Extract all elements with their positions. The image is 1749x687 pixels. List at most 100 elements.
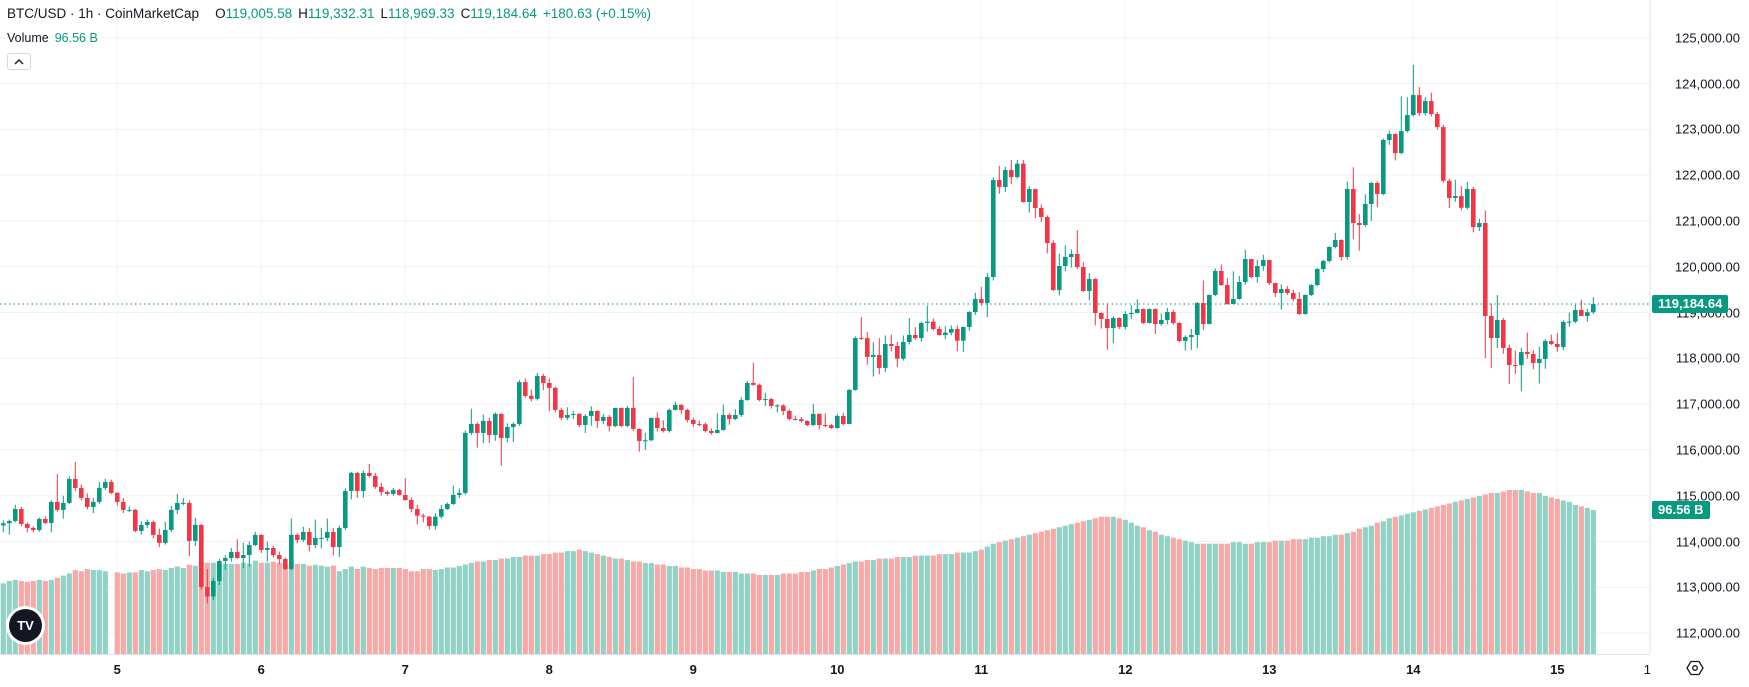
candle-body[interactable] xyxy=(931,321,936,329)
candle-body[interactable] xyxy=(1417,95,1422,114)
candle-body[interactable] xyxy=(247,545,252,556)
candle-body[interactable] xyxy=(271,548,276,556)
candle-body[interactable] xyxy=(733,414,738,419)
candle-body[interactable] xyxy=(1021,163,1026,203)
candle-body[interactable] xyxy=(913,334,918,339)
candle-body[interactable] xyxy=(1555,343,1560,347)
candle-body[interactable] xyxy=(787,410,792,419)
candle-body[interactable] xyxy=(1249,259,1254,278)
candle-body[interactable] xyxy=(163,529,168,543)
candle-body[interactable] xyxy=(151,521,156,535)
candle-body[interactable] xyxy=(193,524,198,541)
candle-body[interactable] xyxy=(289,534,294,569)
candle-body[interactable] xyxy=(1315,268,1320,286)
candle-body[interactable] xyxy=(457,492,462,495)
candle-body[interactable] xyxy=(1087,278,1092,291)
candle-body[interactable] xyxy=(49,501,54,523)
candle-body[interactable] xyxy=(451,494,456,504)
candle-body[interactable] xyxy=(685,409,690,420)
candle-body[interactable] xyxy=(523,382,528,396)
candle-body[interactable] xyxy=(679,405,684,410)
candle-body[interactable] xyxy=(991,180,996,278)
candle-body[interactable] xyxy=(1471,189,1476,228)
candle-body[interactable] xyxy=(259,534,264,550)
candle-body[interactable] xyxy=(1351,189,1356,224)
candle-body[interactable] xyxy=(25,523,30,528)
candle-body[interactable] xyxy=(559,409,564,418)
candle-body[interactable] xyxy=(1111,317,1116,328)
candle-body[interactable] xyxy=(217,561,222,582)
candle-body[interactable] xyxy=(73,478,78,488)
candle-body[interactable] xyxy=(853,338,858,390)
candle-body[interactable] xyxy=(97,487,102,502)
candle-body[interactable] xyxy=(1003,170,1008,188)
candle-body[interactable] xyxy=(1285,289,1290,293)
candle-body[interactable] xyxy=(409,500,414,509)
candle-body[interactable] xyxy=(547,382,552,388)
candle-body[interactable] xyxy=(253,534,258,546)
candle-body[interactable] xyxy=(199,524,204,588)
settings-icon[interactable] xyxy=(1686,659,1704,677)
candle-body[interactable] xyxy=(1153,309,1158,324)
candle-body[interactable] xyxy=(43,518,48,523)
candle-body[interactable] xyxy=(1459,196,1464,208)
candle-body[interactable] xyxy=(241,555,246,558)
candle-body[interactable] xyxy=(973,298,978,312)
candle-body[interactable] xyxy=(1177,322,1182,341)
candle-body[interactable] xyxy=(139,524,144,531)
candle-body[interactable] xyxy=(1399,131,1404,154)
candle-body[interactable] xyxy=(1075,254,1080,268)
candle-body[interactable] xyxy=(469,423,474,433)
candle-body[interactable] xyxy=(625,407,630,426)
candle-body[interactable] xyxy=(265,548,270,550)
candle-body[interactable] xyxy=(1243,259,1248,282)
candle-body[interactable] xyxy=(637,428,642,441)
candle-body[interactable] xyxy=(1,523,6,526)
candle-body[interactable] xyxy=(319,537,324,539)
candle-body[interactable] xyxy=(349,472,354,491)
candle-body[interactable] xyxy=(439,508,444,517)
candle-body[interactable] xyxy=(7,520,12,524)
candle-body[interactable] xyxy=(1069,254,1074,257)
candle-body[interactable] xyxy=(1207,295,1212,324)
candle-body[interactable] xyxy=(871,354,876,357)
candle-body[interactable] xyxy=(361,472,366,491)
candle-body[interactable] xyxy=(1015,163,1020,178)
candle-body[interactable] xyxy=(1135,309,1140,313)
candle-body[interactable] xyxy=(817,413,822,425)
candle-body[interactable] xyxy=(727,414,732,419)
candle-body[interactable] xyxy=(1291,292,1296,299)
candle-body[interactable] xyxy=(67,478,72,503)
candle-body[interactable] xyxy=(949,328,954,333)
candle-body[interactable] xyxy=(223,557,228,562)
candle-body[interactable] xyxy=(823,424,828,426)
candle-body[interactable] xyxy=(373,475,378,487)
candle-body[interactable] xyxy=(955,328,960,341)
candle-body[interactable] xyxy=(1447,180,1452,198)
candle-body[interactable] xyxy=(475,423,480,433)
candle-body[interactable] xyxy=(397,489,402,495)
candle-body[interactable] xyxy=(1051,243,1056,291)
candle-body[interactable] xyxy=(835,415,840,429)
candle-body[interactable] xyxy=(355,472,360,491)
candle-body[interactable] xyxy=(721,414,726,430)
candle-body[interactable] xyxy=(385,491,390,494)
candle-body[interactable] xyxy=(1465,189,1470,208)
candle-body[interactable] xyxy=(925,321,930,323)
candle-body[interactable] xyxy=(829,425,834,429)
candle-body[interactable] xyxy=(175,502,180,510)
candle-body[interactable] xyxy=(421,515,426,517)
candle-body[interactable] xyxy=(1429,101,1434,115)
candle-body[interactable] xyxy=(379,486,384,492)
candle-body[interactable] xyxy=(883,343,888,368)
candle-body[interactable] xyxy=(1339,239,1344,257)
candle-body[interactable] xyxy=(463,432,468,493)
candle-body[interactable] xyxy=(583,415,588,425)
candle-body[interactable] xyxy=(595,410,600,421)
candle-body[interactable] xyxy=(1117,317,1122,327)
symbol-title[interactable]: BTC/USD · 1h · CoinMarketCap xyxy=(7,6,200,21)
candle-body[interactable] xyxy=(841,415,846,424)
candle-body[interactable] xyxy=(499,413,504,438)
candle-body[interactable] xyxy=(799,419,804,421)
candle-body[interactable] xyxy=(529,395,534,399)
